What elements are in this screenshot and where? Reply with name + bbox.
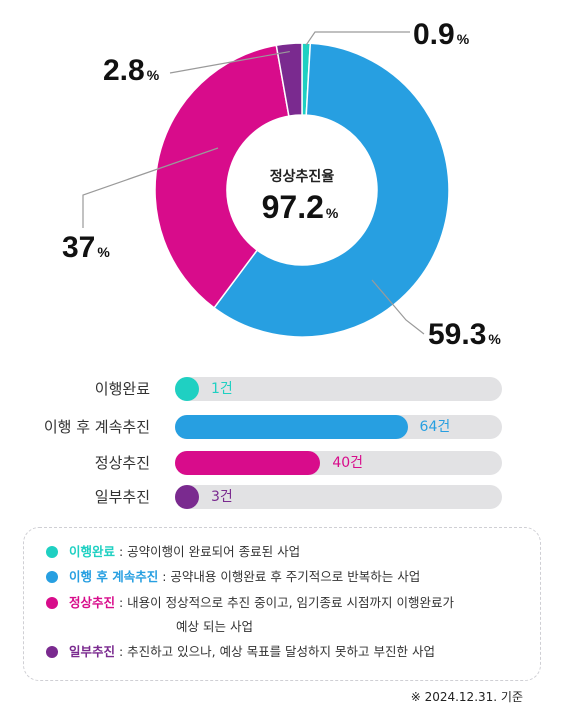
slice-value-label: 2.8%: [103, 54, 160, 87]
legend-desc: : 추진하고 있으나, 예상 목표를 달성하지 못하고 부진한 사업: [115, 644, 435, 659]
bar: [175, 485, 199, 509]
bar-label: 이행 후 계속추진: [43, 418, 150, 436]
slice-value-label: 0.9%: [413, 18, 470, 51]
bar-row-completed: 이행완료 1건: [0, 376, 561, 402]
legend-desc: : 공약내용 이행완료 후 주기적으로 반복하는 사업: [158, 569, 421, 584]
legend-term: 이행 후 계속추진: [69, 569, 159, 584]
bar-track: 64건: [175, 415, 502, 439]
bar-track: 1건: [175, 377, 502, 401]
legend-term: 일부추진: [69, 644, 116, 659]
bar-label: 정상추진: [94, 454, 150, 472]
footnote: ※ 2024.12.31. 기준: [410, 690, 523, 704]
bar-row-partial: 일부추진 3건: [0, 484, 561, 510]
bar-row-normal: 정상추진 40건: [0, 450, 561, 476]
legend-desc-cont: 예상 되는 사업: [176, 619, 253, 634]
legend-term: 이행완료: [69, 544, 116, 559]
slice-value-label: 59.3%: [428, 318, 501, 351]
legend-dot: [46, 597, 58, 609]
donut-chart: 0.9 % 59.3 % 37 % 2.8 % 정상추진율 97.2%: [62, 18, 501, 351]
center-value: 97.2%: [262, 189, 339, 225]
leader-line: [82, 147, 219, 228]
legend-dot: [46, 646, 58, 658]
legend-desc: : 내용이 정상적으로 추진 중이고, 임기종료 시점까지 이행완료가: [115, 595, 454, 610]
donut-slice: [213, 42, 450, 338]
leader-line: [371, 279, 425, 335]
legend-term: 정상추진: [69, 595, 116, 610]
bar-track: 3건: [175, 485, 502, 509]
legend-desc: : 공약이행이 완료되어 종료된 사업: [115, 544, 301, 559]
bar-value-label: 1건: [211, 381, 233, 397]
bar-row-continued: 이행 후 계속추진 64건: [0, 414, 561, 440]
slice-value-label: 37%: [62, 231, 110, 264]
legend-dot: [46, 571, 58, 583]
bar: [175, 377, 199, 401]
bar-track: 40건: [175, 451, 502, 475]
bar-value-label: 3건: [211, 489, 233, 505]
bar-label: 이행완료: [94, 380, 150, 398]
legend-dot: [46, 546, 58, 558]
donut-slice: [154, 44, 290, 309]
leader-line: [305, 31, 410, 46]
bar: [175, 451, 321, 475]
bar: [175, 415, 408, 439]
bar-value-label: 40건: [332, 455, 364, 471]
donut-slice: [275, 42, 303, 118]
leader-line: [169, 50, 290, 74]
bar-value-label: 64건: [419, 419, 451, 435]
center-title: 정상추진율: [270, 168, 335, 185]
bar-label: 일부추진: [94, 488, 150, 506]
legend-box: 이행완료 : 공약이행이 완료되어 종료된 사업 이행 후 계속추진 : 공약내…: [23, 527, 541, 681]
